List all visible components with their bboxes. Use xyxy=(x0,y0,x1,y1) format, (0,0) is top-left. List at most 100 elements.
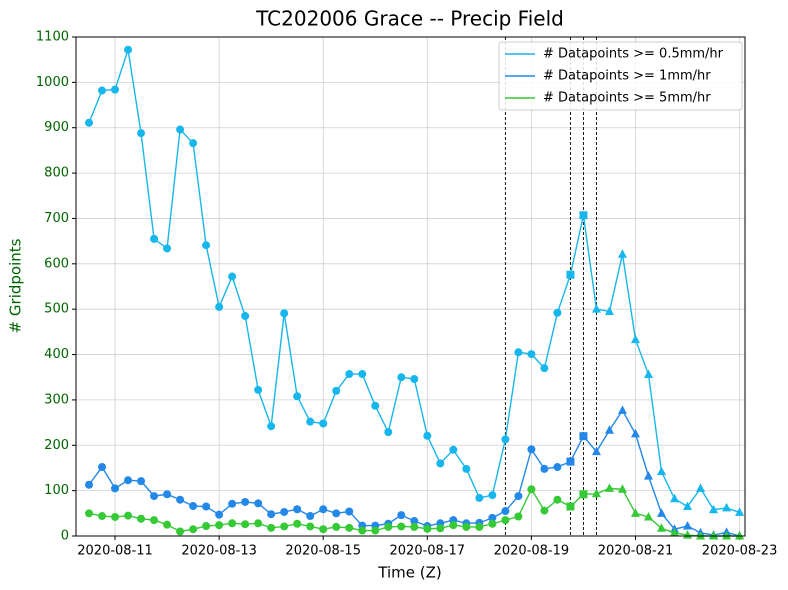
data-point xyxy=(345,523,354,532)
data-point xyxy=(527,485,536,494)
data-point xyxy=(202,241,211,250)
data-point xyxy=(617,405,627,414)
data-point xyxy=(423,524,432,533)
data-point xyxy=(488,519,497,528)
y-tick-label: 800 xyxy=(44,166,69,181)
data-point xyxy=(643,369,653,379)
data-point xyxy=(306,512,315,521)
data-point xyxy=(332,509,341,518)
x-tick-label: 2020-08-17 xyxy=(390,544,466,559)
data-point xyxy=(579,211,588,220)
data-point xyxy=(293,392,302,401)
legend-label: # Datapoints >= 1mm/hr xyxy=(543,69,711,84)
data-point xyxy=(137,129,146,138)
data-point xyxy=(215,302,224,311)
data-point xyxy=(85,480,94,489)
data-point xyxy=(124,511,133,520)
x-tick-label: 2020-08-11 xyxy=(77,544,153,559)
data-point xyxy=(591,446,601,456)
data-point xyxy=(566,502,575,511)
data-point xyxy=(604,306,614,315)
data-point xyxy=(85,509,94,518)
data-point xyxy=(228,519,237,528)
data-point xyxy=(384,428,393,437)
x-tick-label: 2020-08-21 xyxy=(598,544,674,559)
data-point xyxy=(410,522,419,531)
data-point xyxy=(488,513,497,522)
data-point xyxy=(215,510,224,519)
data-point xyxy=(462,464,471,473)
data-point xyxy=(566,270,575,279)
y-tick-label: 400 xyxy=(44,347,69,362)
data-point xyxy=(124,476,133,485)
data-point xyxy=(306,522,315,531)
data-point xyxy=(617,484,627,493)
y-tick-label: 1000 xyxy=(36,75,69,90)
data-point xyxy=(709,504,719,514)
data-point xyxy=(345,370,354,379)
data-point xyxy=(202,502,211,511)
data-point xyxy=(657,523,667,532)
data-point xyxy=(449,521,458,530)
data-point xyxy=(643,471,653,480)
data-point xyxy=(163,490,172,499)
data-point xyxy=(384,522,393,531)
data-point xyxy=(475,522,484,531)
data-point xyxy=(591,488,601,498)
data-point xyxy=(137,514,146,523)
data-point xyxy=(696,483,706,492)
data-point xyxy=(150,516,159,525)
data-point xyxy=(643,511,653,521)
data-point xyxy=(553,495,562,504)
data-point xyxy=(604,425,614,434)
data-point xyxy=(449,445,458,454)
data-point xyxy=(579,490,588,499)
data-point xyxy=(202,522,211,531)
data-point xyxy=(722,531,732,540)
data-point xyxy=(176,527,185,536)
legend-box xyxy=(498,41,743,111)
data-point xyxy=(553,308,562,317)
y-tick-label: 0 xyxy=(61,529,69,544)
data-point xyxy=(241,311,250,320)
data-point xyxy=(696,531,706,540)
x-tick-label: 2020-08-15 xyxy=(285,544,361,559)
data-point xyxy=(527,445,536,454)
data-point xyxy=(514,348,523,357)
data-point xyxy=(280,507,289,516)
data-point xyxy=(683,521,693,530)
data-point xyxy=(319,525,328,534)
y-tick-label: 700 xyxy=(44,211,69,226)
data-point xyxy=(462,522,471,531)
data-point xyxy=(527,350,536,359)
data-point xyxy=(150,492,159,501)
plot-frame xyxy=(75,36,746,537)
data-point xyxy=(553,463,562,472)
data-point xyxy=(488,491,497,500)
data-point xyxy=(540,506,549,515)
data-point xyxy=(501,435,510,444)
data-point xyxy=(540,464,549,473)
data-point xyxy=(332,522,341,531)
y-tick-label: 100 xyxy=(44,483,69,498)
data-point xyxy=(137,477,146,486)
data-point xyxy=(501,507,510,516)
data-point xyxy=(514,512,523,521)
data-point xyxy=(111,484,120,493)
data-point xyxy=(98,86,107,95)
data-point xyxy=(670,493,680,503)
x-axis-label: Time (Z) xyxy=(377,564,441,582)
data-point xyxy=(604,483,614,492)
y-tick-label: 300 xyxy=(44,392,69,407)
data-point xyxy=(176,125,185,134)
data-point xyxy=(267,523,276,532)
legend-label: # Datapoints >= 0.5mm/hr xyxy=(543,47,724,62)
data-point xyxy=(111,512,120,521)
data-point xyxy=(410,375,419,384)
data-point xyxy=(630,334,640,344)
data-point xyxy=(267,510,276,519)
data-point xyxy=(630,508,640,517)
data-point xyxy=(540,364,549,373)
data-point xyxy=(254,385,263,394)
